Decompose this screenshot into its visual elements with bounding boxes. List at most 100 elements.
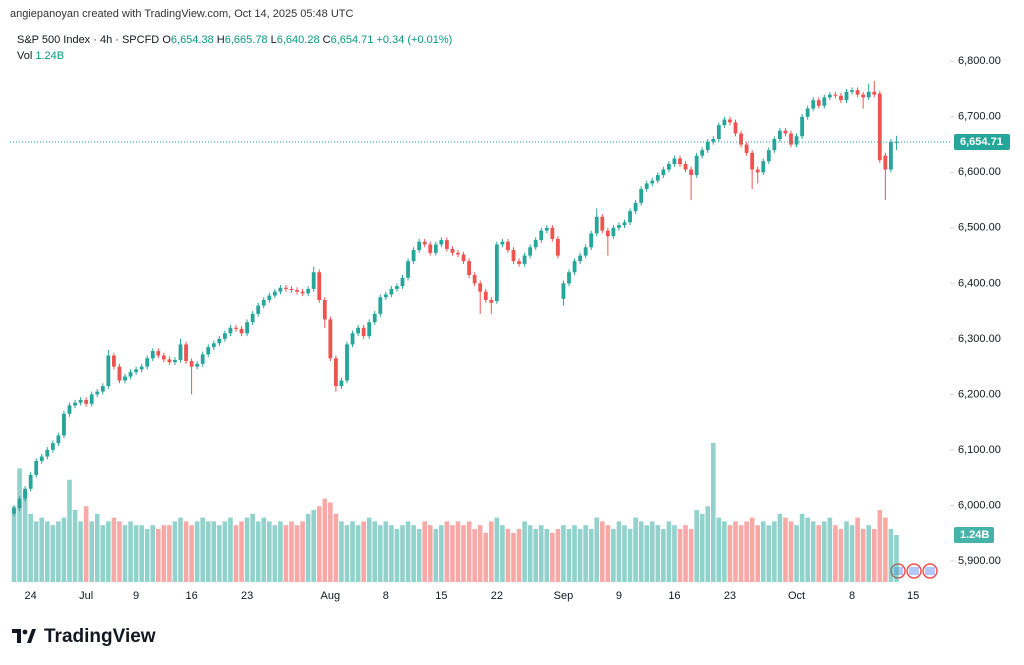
candle-body	[223, 333, 227, 339]
x-tick-label: 24	[25, 590, 37, 602]
candle-body	[300, 291, 305, 294]
candle-body	[328, 319, 333, 359]
candle-body	[428, 244, 433, 253]
volume-bar	[555, 528, 561, 582]
volume-bar	[45, 521, 50, 582]
candle-body	[628, 211, 632, 223]
volume-bar	[150, 525, 156, 582]
candle-body	[112, 355, 116, 367]
volume-bar	[677, 528, 683, 582]
volume-bar	[633, 517, 638, 582]
volume-bar	[394, 528, 400, 582]
candle-body	[89, 394, 94, 404]
volume-bar	[178, 517, 183, 582]
volume-bar	[344, 525, 350, 582]
volume-bar	[738, 525, 744, 582]
volume-bar	[255, 521, 261, 582]
candle-body	[861, 94, 866, 98]
volume-bar	[616, 521, 622, 582]
volume-bar	[272, 525, 278, 582]
candle-body	[106, 355, 111, 387]
volume-bar	[627, 528, 633, 582]
candle-body	[17, 498, 22, 509]
volume-bar	[538, 525, 544, 582]
candle-body	[478, 283, 483, 292]
y-tick-label: 6,300.00	[958, 333, 1001, 345]
attribution: angiepanoyan created with TradingView.co…	[10, 8, 354, 20]
candle-body	[744, 144, 749, 153]
volume-bar	[217, 525, 222, 582]
volume-name: Vol	[17, 50, 33, 62]
volume-bar	[189, 525, 194, 582]
volume-bar	[822, 521, 827, 582]
ohlc-value: 6,654.71	[330, 34, 374, 46]
volume-bar	[322, 498, 328, 582]
volume-bar	[261, 517, 267, 582]
volume-bar	[799, 513, 805, 582]
candle-body	[372, 313, 377, 323]
volume-bar	[533, 528, 538, 582]
volume-bar	[433, 528, 439, 582]
candle-body	[73, 402, 77, 406]
volume-bar	[39, 517, 45, 582]
candle-body	[711, 139, 716, 142]
volume-bar	[172, 521, 178, 582]
candle-body	[772, 139, 777, 151]
y-tick-label: 6,500.00	[958, 222, 1001, 234]
candle-body	[872, 91, 877, 95]
y-tick-label: 6,400.00	[958, 277, 1001, 289]
volume-bar	[416, 528, 422, 582]
candle-body	[539, 230, 544, 241]
candle-body	[322, 300, 327, 320]
candle-body	[200, 354, 205, 364]
candle-body	[378, 297, 383, 314]
price-change: +0.34 (+0.01%)	[376, 34, 453, 46]
volume-bar	[389, 525, 394, 582]
candle-body	[178, 344, 183, 360]
candle-body	[850, 90, 854, 92]
y-tick-label: 6,100.00	[958, 444, 1001, 456]
volume-bar	[56, 521, 61, 582]
volume-bar	[355, 525, 361, 582]
volume-bar	[444, 521, 450, 582]
candle-body	[644, 183, 649, 189]
candle-body	[722, 119, 727, 126]
candle-body	[417, 241, 422, 251]
volume-bar	[716, 517, 722, 582]
candle-body	[594, 216, 599, 234]
candle-body	[844, 91, 849, 101]
candle-body	[56, 435, 61, 444]
candle-body	[889, 142, 893, 170]
volume-bar	[22, 491, 28, 582]
volume-bar	[183, 521, 189, 582]
candle-body	[583, 247, 588, 256]
volume-bar	[894, 535, 899, 582]
candle-body	[211, 343, 216, 348]
volume-bar	[411, 525, 416, 582]
candle-body	[700, 150, 705, 156]
candle-body	[544, 227, 549, 231]
volume-bar	[605, 525, 611, 582]
volume-bar	[544, 528, 550, 582]
candle-body	[755, 169, 760, 173]
candle-body	[161, 355, 166, 360]
candle-body	[894, 141, 899, 143]
candle-body	[456, 252, 460, 255]
volume-bar	[772, 521, 777, 582]
volume-bar	[78, 521, 83, 582]
candle-body	[561, 283, 566, 299]
volume-bar	[600, 521, 605, 582]
volume-bar	[328, 502, 333, 582]
candle-body	[34, 460, 39, 475]
candle-body	[411, 250, 416, 262]
candle-body	[217, 338, 222, 344]
volume-bar	[156, 528, 161, 582]
volume-bar	[128, 521, 133, 582]
y-tick-label: 6,700.00	[958, 111, 1001, 123]
volume-bar	[838, 528, 844, 582]
volume-bar	[28, 513, 33, 582]
volume-bar	[422, 521, 427, 582]
candle-body	[789, 133, 793, 145]
volume-bar	[777, 513, 783, 582]
candle-body	[395, 286, 399, 289]
